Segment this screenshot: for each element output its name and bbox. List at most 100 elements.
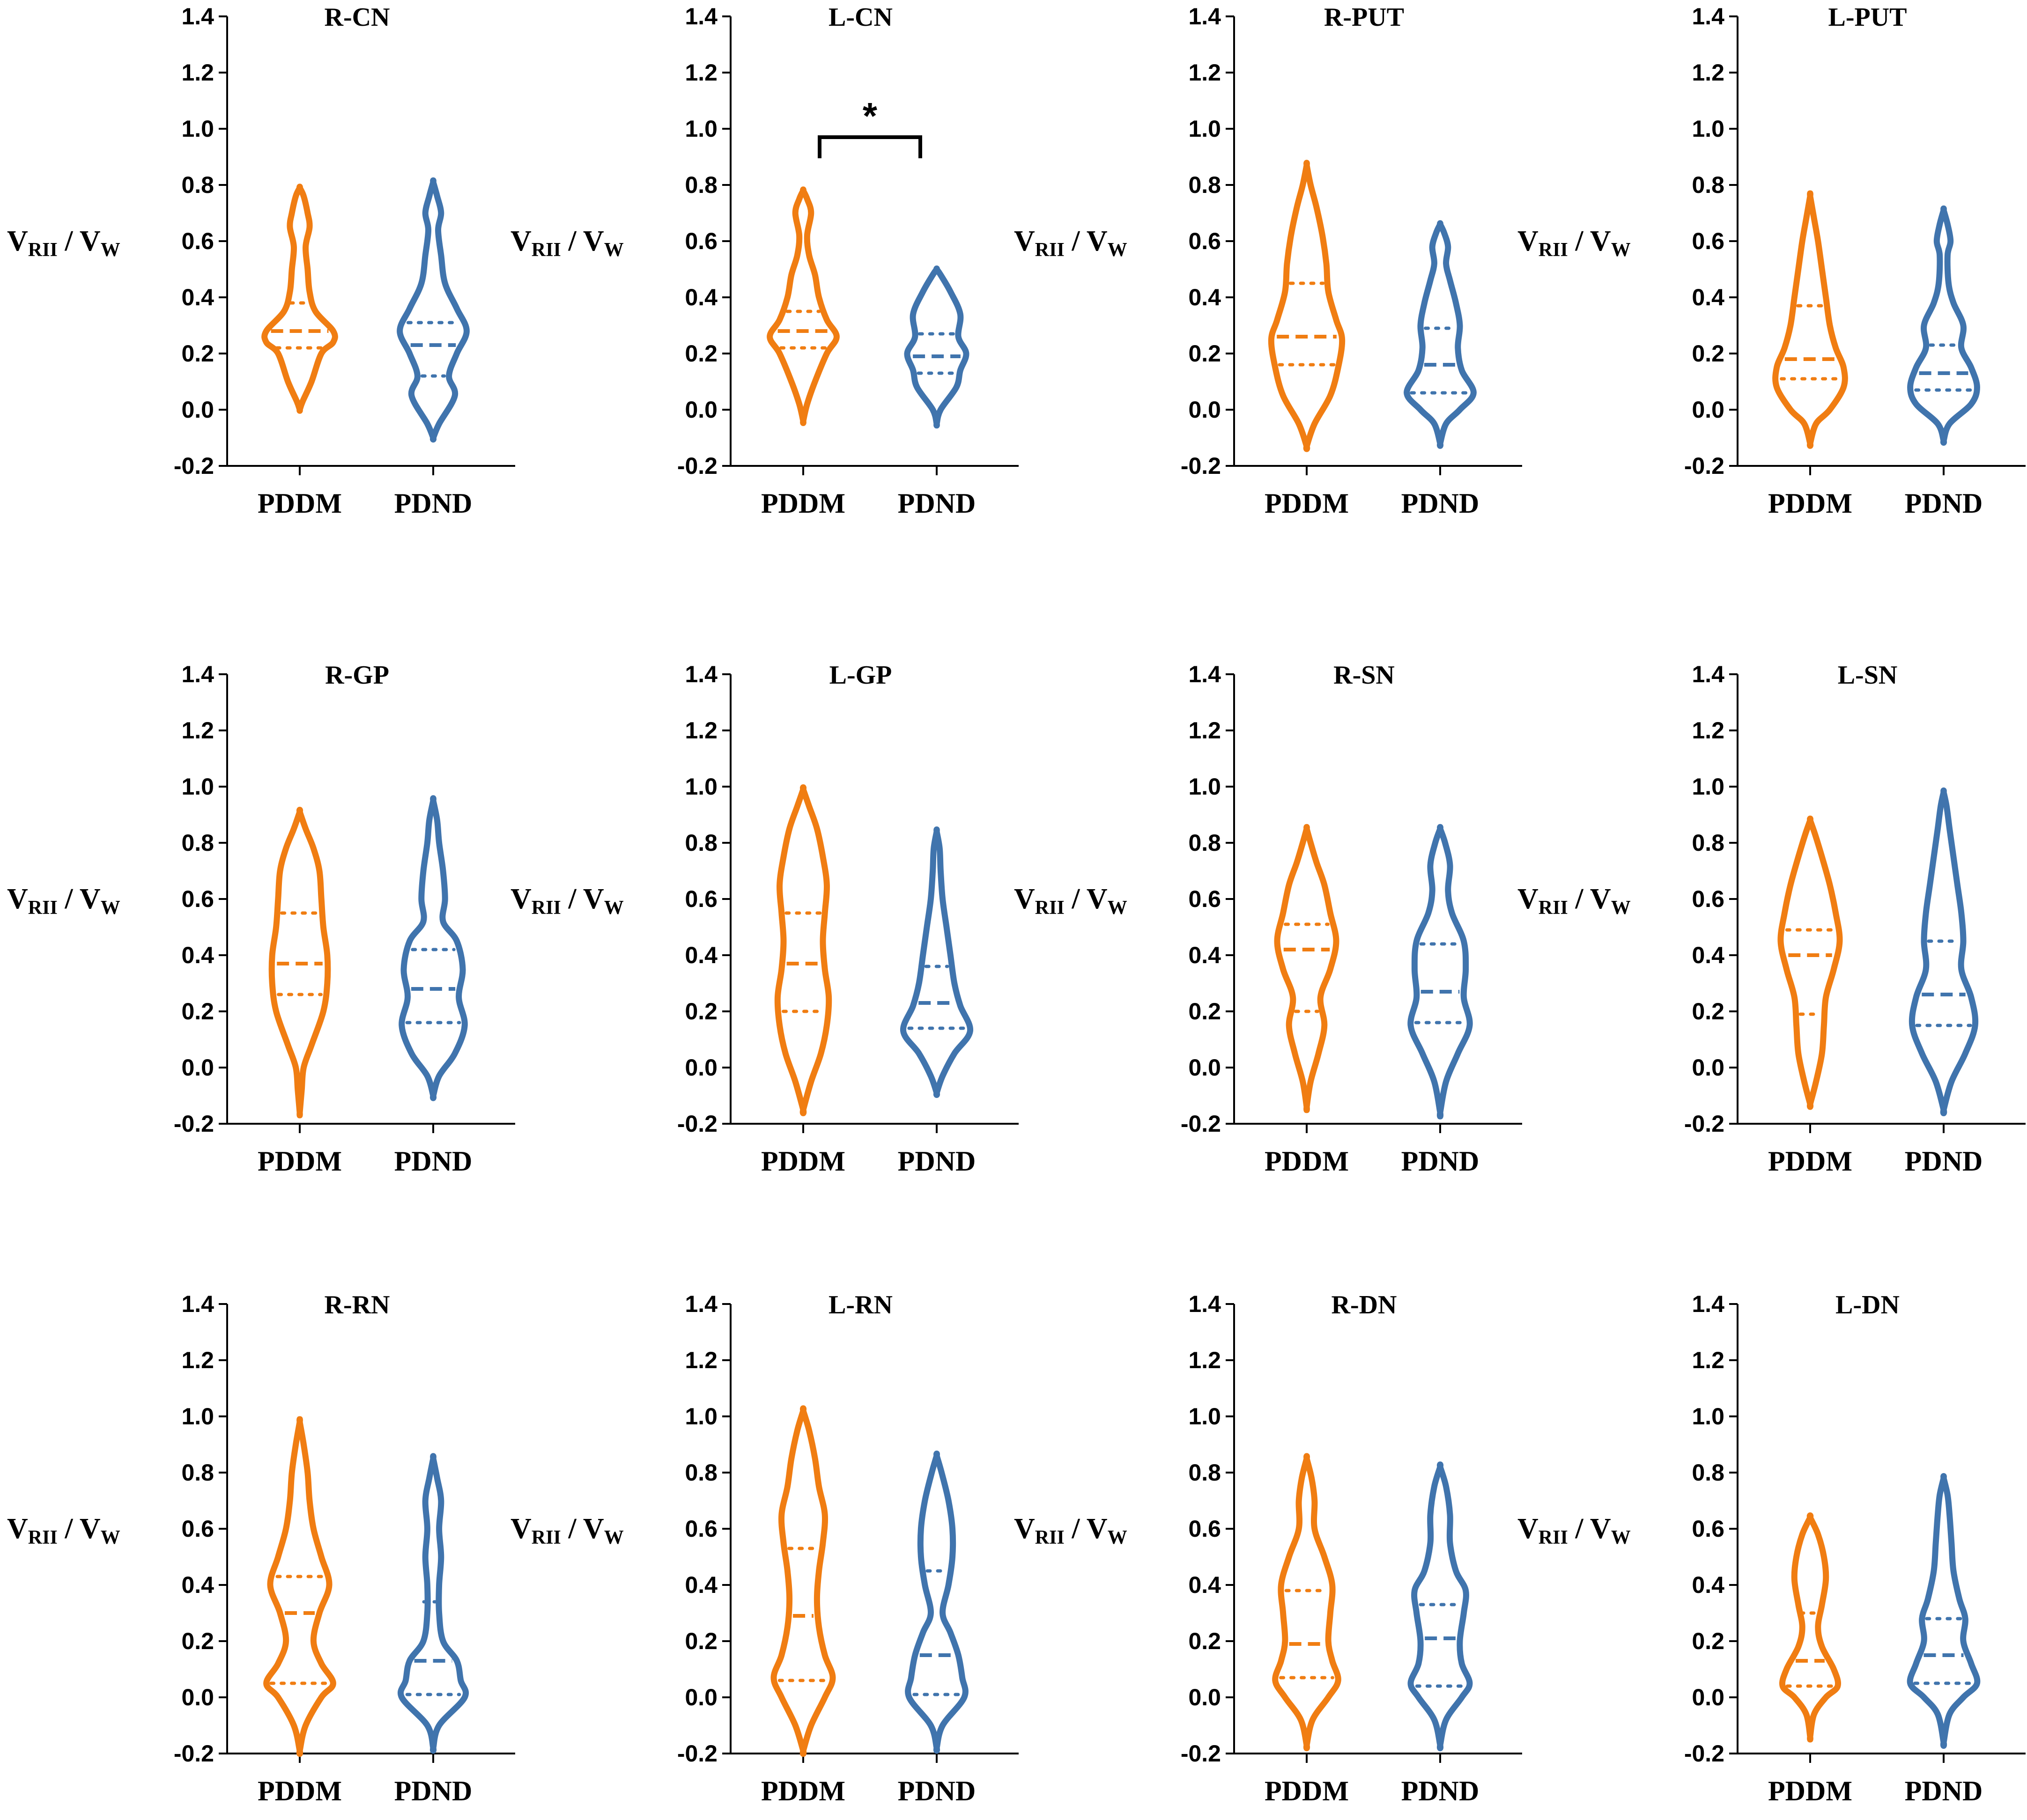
y-tick-label: 0.8 <box>1692 830 1724 856</box>
y-tick-label: 0.8 <box>1188 830 1221 856</box>
y-tick-label: 0.0 <box>1188 397 1221 423</box>
y-tick-label: 1.4 <box>1188 1291 1221 1317</box>
x-category-label: PDND <box>1401 488 1480 519</box>
x-category-label: PDDM <box>1265 488 1349 519</box>
violin-pdnd <box>1404 220 1477 449</box>
y-tick-label: 1.0 <box>181 774 214 800</box>
y-tick-label: 0.2 <box>181 340 214 367</box>
x-category-label: PDND <box>394 1146 473 1177</box>
violin-pddm <box>1268 160 1346 452</box>
y-tick-label: 1.2 <box>1188 59 1221 86</box>
y-tick-label: -0.2 <box>677 1740 718 1767</box>
y-tick-label: 0.2 <box>1188 998 1221 1024</box>
y-tick-label: 1.4 <box>181 3 214 29</box>
y-tick-label: 0.4 <box>181 1572 214 1598</box>
y-tick-label: 1.0 <box>181 1403 214 1429</box>
violin-pdnd <box>399 795 468 1101</box>
y-tick-label: 0.4 <box>1188 942 1221 968</box>
panel-l-put: -0.2 0.0 0.2 0.4 0.6 0.8 1.0 1.2 1.4 L-PUT VRII / … <box>1517 3 2026 519</box>
y-tick-label: 1.4 <box>181 661 214 687</box>
violin-pddm <box>1777 815 1843 1110</box>
panel-r-rn: -0.2 0.0 0.2 0.4 0.6 0.8 1.0 1.2 1.4 R-RN VRII / V… <box>7 1290 515 1806</box>
y-tick-label: 0.8 <box>181 830 214 856</box>
violin-pddm <box>263 1416 336 1757</box>
y-axis-label: VRII / VW <box>1517 225 1631 261</box>
panel-l-sn: -0.2 0.0 0.2 0.4 0.6 0.8 1.0 1.2 1.4 L-SN VRII / V… <box>1517 661 2026 1177</box>
y-tick-label: 0.6 <box>685 886 718 912</box>
y-tick-label: 0.0 <box>685 1054 718 1081</box>
y-tick-label: 0.4 <box>685 942 718 968</box>
y-tick-label: 0.4 <box>685 284 718 310</box>
y-tick-label: 0.0 <box>685 1684 718 1710</box>
panel-title: L-GP <box>829 661 892 690</box>
panel-title: L-CN <box>829 3 893 32</box>
x-category-label: PDDM <box>258 1146 342 1177</box>
y-tick-label: 0.6 <box>685 1516 718 1542</box>
y-tick-label: 0.8 <box>685 830 718 856</box>
y-tick-label: 1.2 <box>685 717 718 744</box>
violin-pddm <box>767 186 840 426</box>
y-tick-label: 0.0 <box>1692 397 1724 423</box>
y-tick-label: 1.0 <box>685 116 718 142</box>
y-tick-label: 0.8 <box>1692 172 1724 198</box>
y-tick-label: 1.2 <box>1692 59 1724 86</box>
y-tick-label: -0.2 <box>1181 453 1221 479</box>
y-tick-label: -0.2 <box>1684 1740 1724 1767</box>
significance-bracket <box>818 135 922 158</box>
y-tick-label: 0.0 <box>1692 1684 1724 1710</box>
panel-r-gp: -0.2 0.0 0.2 0.4 0.6 0.8 1.0 1.2 1.4 R-GP VRII / V… <box>7 661 515 1177</box>
panel-title: L-PUT <box>1828 3 1907 32</box>
y-tick-label: 0.0 <box>181 397 214 423</box>
y-axis-label: VRII / VW <box>7 883 120 919</box>
y-tick-label: 0.6 <box>181 1516 214 1542</box>
x-category-label: PDND <box>898 1776 976 1806</box>
violin-pddm <box>1779 1512 1841 1743</box>
y-tick-label: 1.2 <box>1188 1347 1221 1373</box>
panel-r-sn: -0.2 0.0 0.2 0.4 0.6 0.8 1.0 1.2 1.4 R-SN VRII / V… <box>1014 661 1522 1177</box>
y-tick-label: 1.4 <box>1692 3 1724 29</box>
y-tick-label: 1.0 <box>1692 116 1724 142</box>
panel-title: R-PUT <box>1324 3 1404 32</box>
x-category-label: PDND <box>1905 488 1983 519</box>
y-tick-label: 0.0 <box>1188 1684 1221 1710</box>
y-tick-label: 1.4 <box>685 3 718 29</box>
panel-r-put: -0.2 0.0 0.2 0.4 0.6 0.8 1.0 1.2 1.4 R-PUT VRII / … <box>1014 3 1522 519</box>
y-axis-label: VRII / VW <box>1014 883 1127 919</box>
y-tick-label: 1.0 <box>1692 1403 1724 1429</box>
violin-pdnd <box>1909 787 1979 1116</box>
y-tick-label: -0.2 <box>1181 1740 1221 1767</box>
y-tick-label: 0.6 <box>181 886 214 912</box>
y-tick-label: 0.2 <box>685 998 718 1024</box>
y-tick-label: 0.6 <box>685 228 718 254</box>
panel-title: L-DN <box>1835 1290 1900 1319</box>
y-tick-label: 1.0 <box>1188 774 1221 800</box>
panel-title: L-SN <box>1838 661 1898 690</box>
violin-pdnd <box>397 1453 469 1754</box>
x-category-label: PDND <box>1905 1146 1983 1177</box>
violin-pdnd <box>1407 824 1473 1120</box>
y-tick-label: 0.6 <box>1188 228 1221 254</box>
x-category-label: PDND <box>394 488 473 519</box>
y-tick-label: 0.2 <box>685 1628 718 1654</box>
x-category-label: PDDM <box>1265 1776 1349 1806</box>
y-tick-label: -0.2 <box>174 453 214 479</box>
y-tick-label: 1.0 <box>685 774 718 800</box>
y-tick-label: 1.0 <box>181 116 214 142</box>
y-axis-label: VRII / VW <box>510 225 624 261</box>
y-tick-label: -0.2 <box>1181 1111 1221 1137</box>
panel-l-cn: -0.2 0.0 0.2 0.4 0.6 0.8 1.0 1.2 1.4 L-CN VRII / V… <box>510 3 1019 519</box>
y-tick-label: 0.0 <box>1188 1054 1221 1081</box>
panel-r-dn: -0.2 0.0 0.2 0.4 0.6 0.8 1.0 1.2 1.4 R-DN VRII / V… <box>1014 1290 1522 1806</box>
y-tick-label: -0.2 <box>1684 1111 1724 1137</box>
significance-star: * <box>863 95 878 137</box>
x-category-label: PDDM <box>258 1776 342 1806</box>
y-axis-label: VRII / VW <box>1517 883 1631 919</box>
violin-pdnd <box>905 1451 969 1754</box>
y-tick-label: 0.2 <box>181 998 214 1024</box>
y-tick-label: 0.0 <box>181 1054 214 1081</box>
x-category-label: PDND <box>898 1146 976 1177</box>
y-tick-label: 1.2 <box>1188 717 1221 744</box>
y-tick-label: -0.2 <box>1684 453 1724 479</box>
violin-pdnd <box>904 265 969 429</box>
